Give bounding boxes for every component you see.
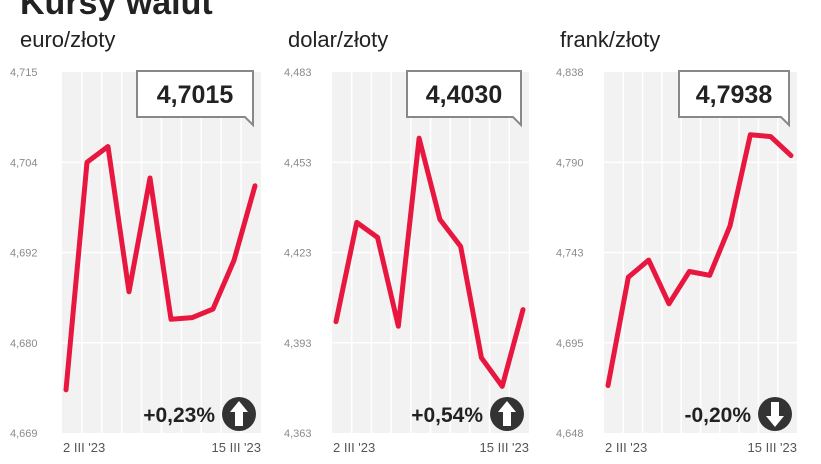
chart-svg-dollar: 4,483 4,453 4,423 4,393 4,363 2 III '23 15 III… (284, 67, 529, 455)
value-callout: 4,7015 (136, 70, 254, 128)
chart-title: frank/złoty (560, 27, 661, 52)
callout-box (136, 70, 254, 128)
arrow-glyph (498, 401, 516, 426)
chart-panel-euro: euro/złoty 4,715 4,704 4,692 4,680 4,669 2 II… (0, 0, 270, 464)
y-tick-label: 4,692 (10, 248, 38, 260)
x-tick-label: 15 III '23 (212, 440, 261, 455)
y-tick-label: 4,453 (284, 157, 312, 169)
callout-box (678, 70, 790, 128)
current-value: 4,4030 (426, 81, 502, 109)
y-tick-label: 4,715 (10, 67, 38, 79)
x-tick-label: 2 III '23 (63, 440, 105, 455)
y-tick-label: 4,648 (556, 428, 584, 440)
chart-svg-franc: 4,838 4,790 4,743 4,695 4,648 2 III '23 15 III… (556, 67, 797, 455)
y-tick-label: 4,423 (284, 248, 312, 260)
series-line (63, 144, 258, 393)
y-tick-label: 4,680 (10, 338, 38, 350)
change-percent: +0,23% (143, 404, 215, 427)
y-tick-label: 4,838 (556, 67, 584, 79)
y-tick-label: 4,743 (556, 248, 584, 260)
y-tick-label: 4,704 (10, 157, 38, 169)
series-line (333, 135, 526, 389)
main-title: Kursy walut (20, 0, 213, 22)
chart-title: euro/złoty (20, 27, 116, 52)
y-tick-label: 4,393 (284, 338, 312, 350)
x-tick-label: 15 III '23 (748, 440, 797, 455)
arrow-glyph (766, 402, 784, 427)
change-percent: +0,54% (411, 404, 483, 427)
chart-panel-franc: frank/złoty 4,838 4,790 4,743 4,695 4,648 2 I… (544, 0, 814, 464)
current-value: 4,7938 (696, 81, 773, 109)
chart-panel-dollar: dolar/złoty 4,483 4,453 4,423 4,393 4,363 2 I… (272, 0, 542, 464)
arrow-glyph (230, 401, 248, 426)
x-tick-label: 15 III '23 (480, 440, 529, 455)
change-percent: -0,20% (684, 404, 751, 427)
callout-box (406, 70, 522, 128)
current-value: 4,7015 (157, 81, 234, 109)
x-tick-label: 2 III '23 (333, 440, 375, 455)
y-tick-label: 4,669 (10, 428, 38, 440)
y-tick-label: 4,363 (284, 428, 312, 440)
value-callout: 4,4030 (406, 70, 522, 128)
y-tick-label: 4,790 (556, 157, 584, 169)
y-tick-label: 4,483 (284, 67, 312, 79)
value-callout: 4,7938 (678, 70, 790, 128)
y-tick-label: 4,695 (556, 338, 584, 350)
series-line (605, 132, 794, 388)
chart-svg-euro: 4,715 4,704 4,692 4,680 4,669 2 III '23 15 III… (10, 67, 261, 455)
x-tick-label: 2 III '23 (605, 440, 647, 455)
chart-title: dolar/złoty (288, 27, 389, 52)
